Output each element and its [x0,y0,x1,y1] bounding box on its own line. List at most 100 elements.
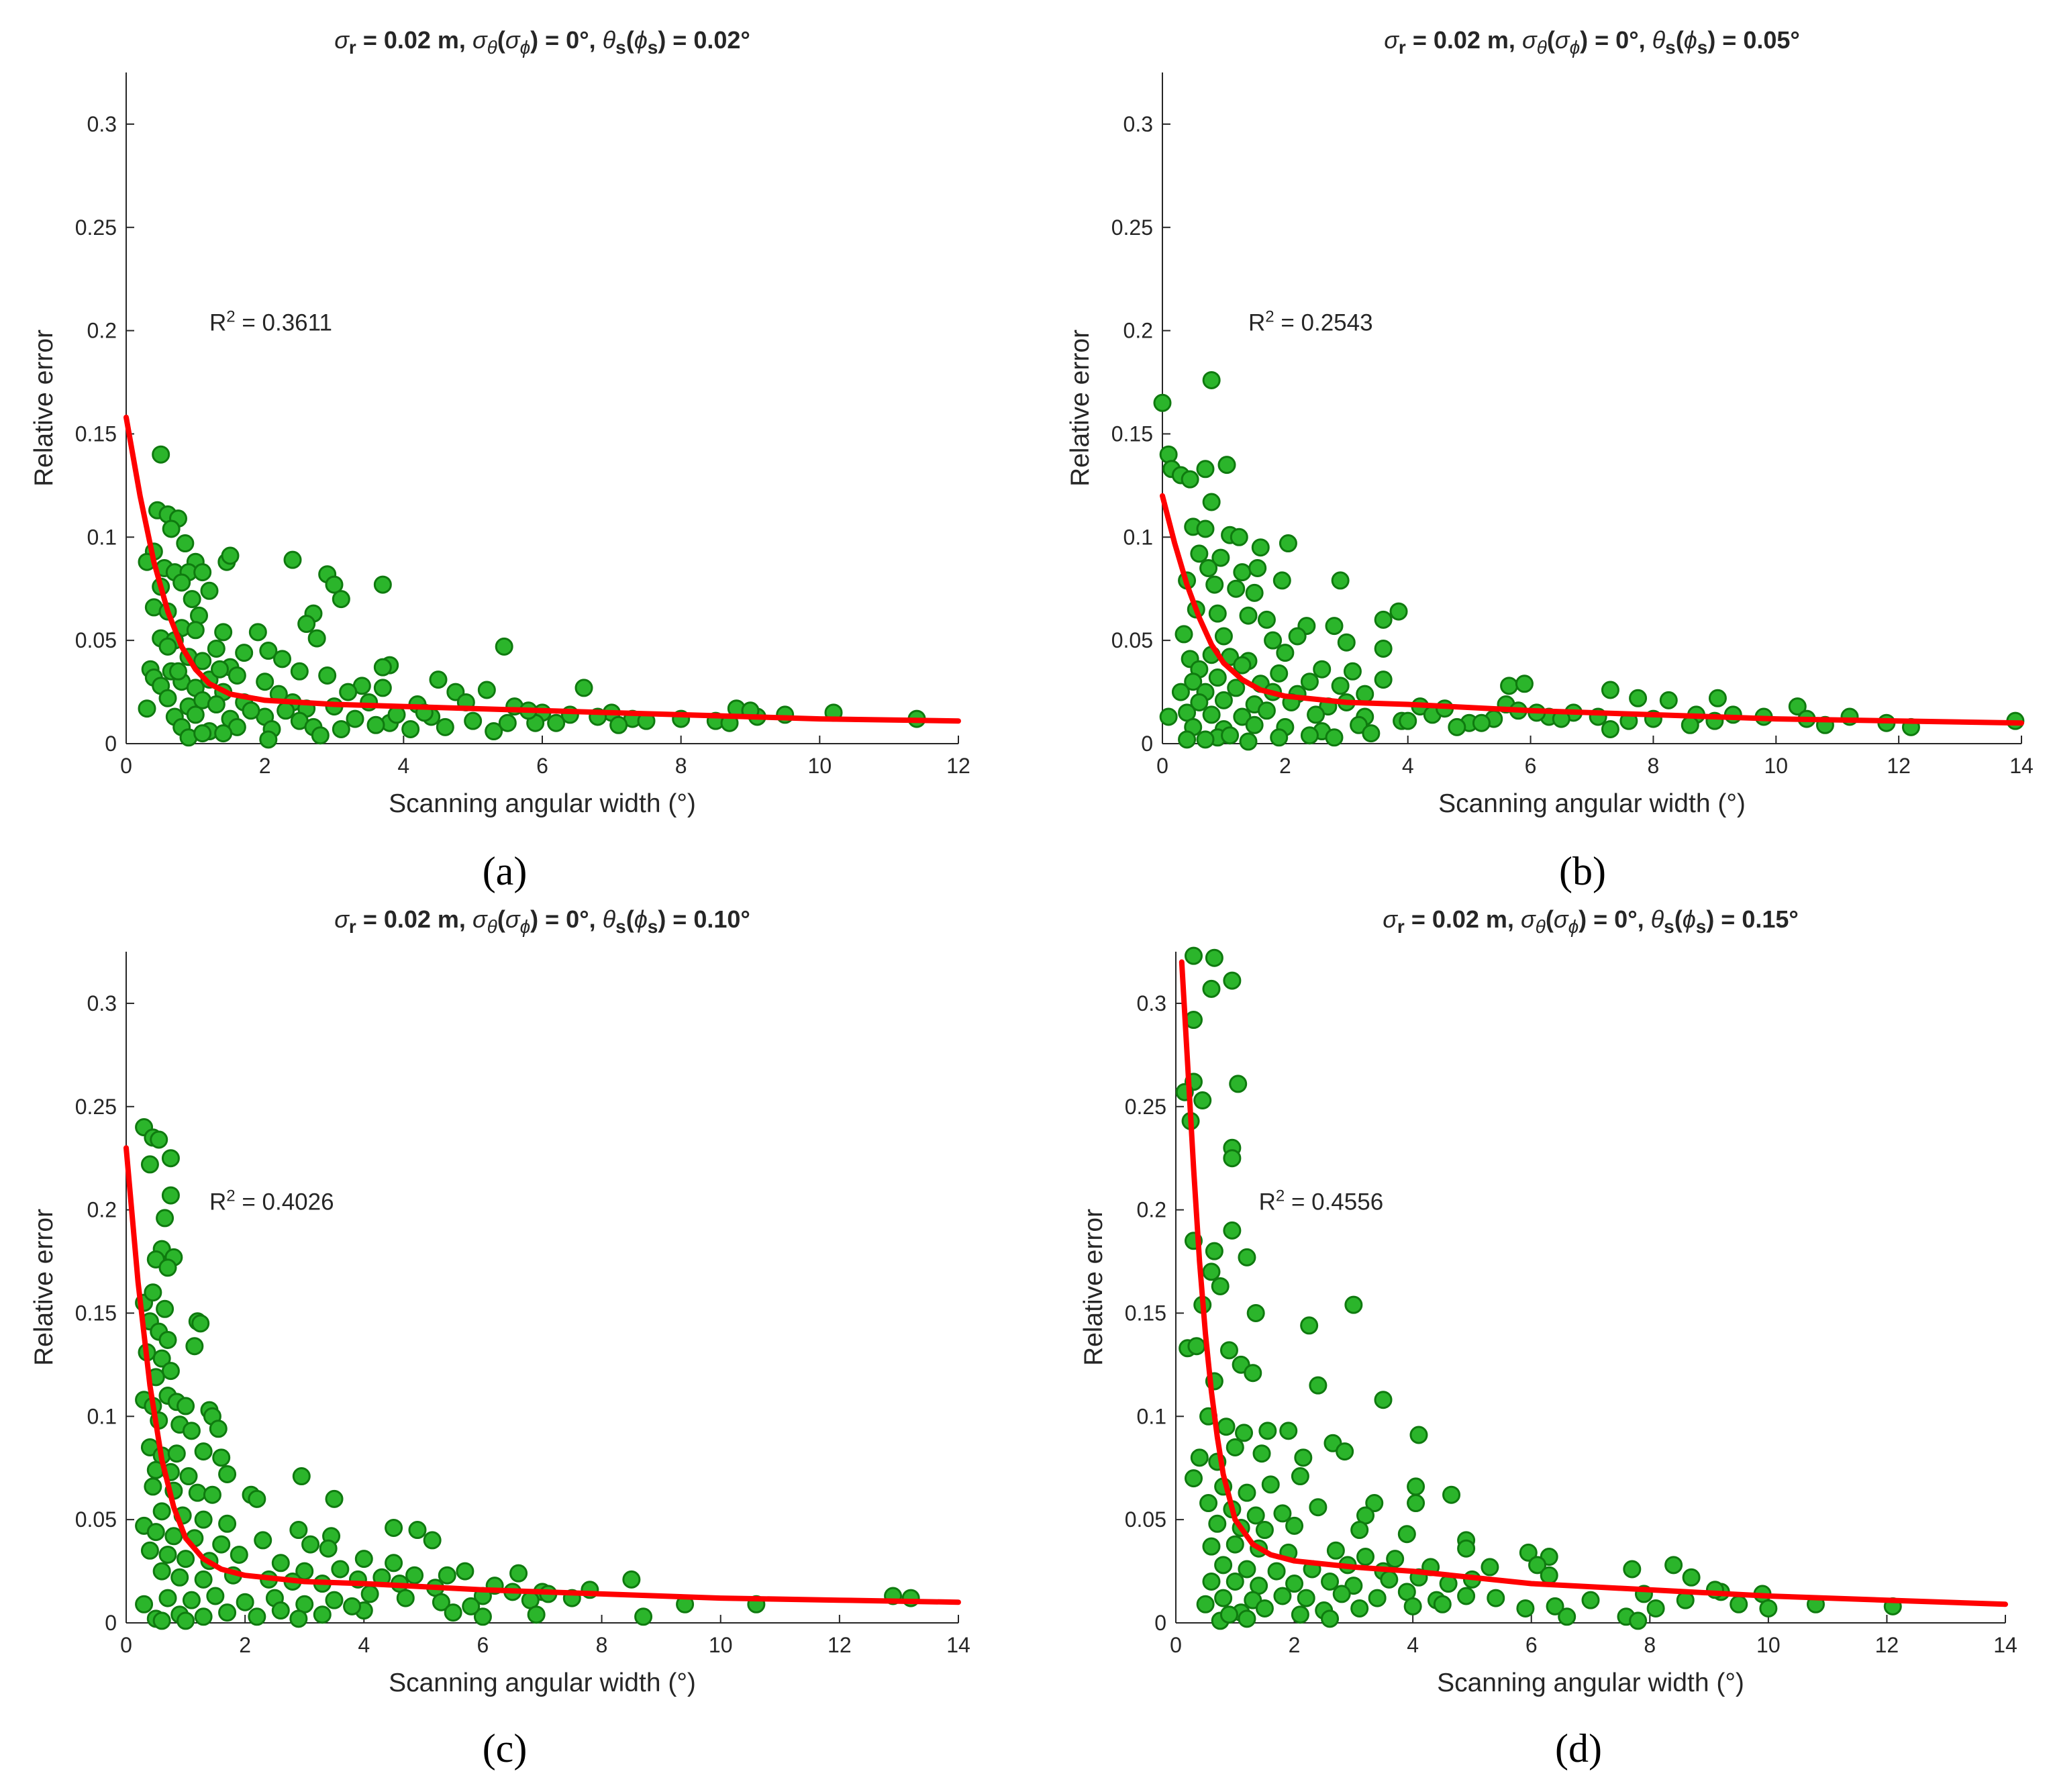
scatter-point [1214,627,1233,646]
x-tick-label: 14 [1993,1633,2017,1657]
scatter-point [1279,534,1297,553]
scatter-point [1229,1075,1248,1093]
r-squared-superscript: 2 [1265,307,1274,326]
x-axis-label: Scanning angular width (°) [1437,1669,1744,1697]
chart-title-part: ) = 0°, [1580,26,1652,54]
x-tick-label: 4 [358,1633,370,1657]
scatter-point [1205,948,1223,967]
scatter-point [158,689,177,707]
scatter-point [169,662,187,681]
r-squared-annotation: R2 = 0.4556 [1259,1187,1384,1215]
scatter-point [1208,1514,1227,1533]
y-tick-label: 0 [105,732,117,756]
scatter-point [360,1585,379,1603]
scatter-point [194,1510,213,1529]
chart-title-part: s [615,37,626,58]
scatter-point [248,1607,266,1626]
scatter-point [1601,681,1619,699]
scatter-point [1442,1485,1461,1504]
scatter-point [462,1597,481,1615]
scatter-point [177,1611,195,1630]
chart-title-part: = 0.02 m, [1406,26,1522,54]
scatter-point [1223,1221,1242,1240]
scatter-point [456,1562,474,1581]
scatter-point [158,1545,177,1564]
y-tick-label: 0.15 [75,421,117,446]
r-squared-prefix: R [209,1189,226,1215]
scatter-point [423,1531,442,1550]
scatter-point [574,679,593,697]
x-tick-label: 12 [828,1633,852,1657]
chart-title-part: ϕ [520,916,531,937]
scatter-point [495,637,513,656]
scatter-point [1294,1448,1313,1467]
chart-title-part: σ [1554,905,1569,933]
r-squared-value: = 0.4026 [236,1189,334,1215]
scatter-point [373,575,392,594]
chart-title-part: σ [472,905,488,933]
scatter-point [1196,460,1215,479]
scatter-point [256,673,274,691]
y-tick-label: 0.1 [1137,1404,1166,1428]
scatter-point [1202,493,1221,511]
r-squared-annotation: R2 = 0.2543 [1248,307,1373,336]
scatter-point [1257,701,1276,720]
chart-title-part: σ [1521,905,1536,933]
chart-title-part: = 0.02 m, [356,26,472,54]
scatter-point [1257,610,1276,629]
scatter-point [385,1554,403,1573]
scatter-point [1267,1562,1286,1581]
scatter-point [203,1485,221,1504]
scatter-point [161,1362,180,1381]
scatter-point [1225,1572,1244,1591]
scatter-point [1403,1597,1422,1615]
scatter-point [200,581,219,600]
scatter-point [1309,1376,1328,1395]
scatter-point [1225,1438,1244,1456]
scatter-point [1433,1595,1452,1613]
scatter-point [1238,1609,1256,1628]
scatter-point [509,1564,528,1583]
chart-title-part: s [1665,37,1676,58]
scatter-point [152,445,170,464]
chart-title-part: ϕ [1684,26,1697,54]
scatter-point [1202,370,1221,389]
scatter-point [622,1570,641,1589]
r-squared-superscript: 2 [226,1187,235,1205]
scatter-point [209,1420,228,1438]
scatter-point [194,1607,213,1626]
chart-title-part: θ [1536,916,1546,937]
scatter-point [385,1518,403,1537]
scatter-point [343,1597,362,1615]
chart-title-part: ϕ [1683,905,1696,933]
scatter-point [290,662,309,681]
scatter-point [1208,668,1227,687]
scatter-point [609,715,628,734]
scatter-point [444,1603,462,1622]
scatter-point [242,701,260,720]
fit-curve [1160,493,2024,726]
y-tick-label: 0.2 [87,319,117,343]
scatter-point [301,1535,320,1554]
scatter-point [1227,679,1246,697]
chart-title-part: s [1697,37,1708,58]
scatter-point [292,1467,311,1486]
scatter-point [1325,728,1344,747]
y-tick-label: 0.05 [1125,1507,1166,1532]
chart-title-part: r [349,37,356,58]
scatter-point [373,679,392,697]
scatter-point [1238,1560,1256,1579]
chart-title-part: = 0.02 m, [356,905,472,933]
scatter-point [1300,1316,1319,1335]
scatter-point [354,1550,373,1569]
x-tick-label: 0 [120,1633,132,1657]
scatter-point [283,550,302,569]
scatter-point [1205,575,1224,594]
scatter-point [1291,1605,1309,1624]
scatter-point [218,1514,237,1533]
scatter-point [214,724,233,743]
scatter-point [401,719,420,738]
scatter-point [162,519,181,538]
scatter-point [182,1591,201,1609]
scatter-point [1255,1521,1274,1540]
